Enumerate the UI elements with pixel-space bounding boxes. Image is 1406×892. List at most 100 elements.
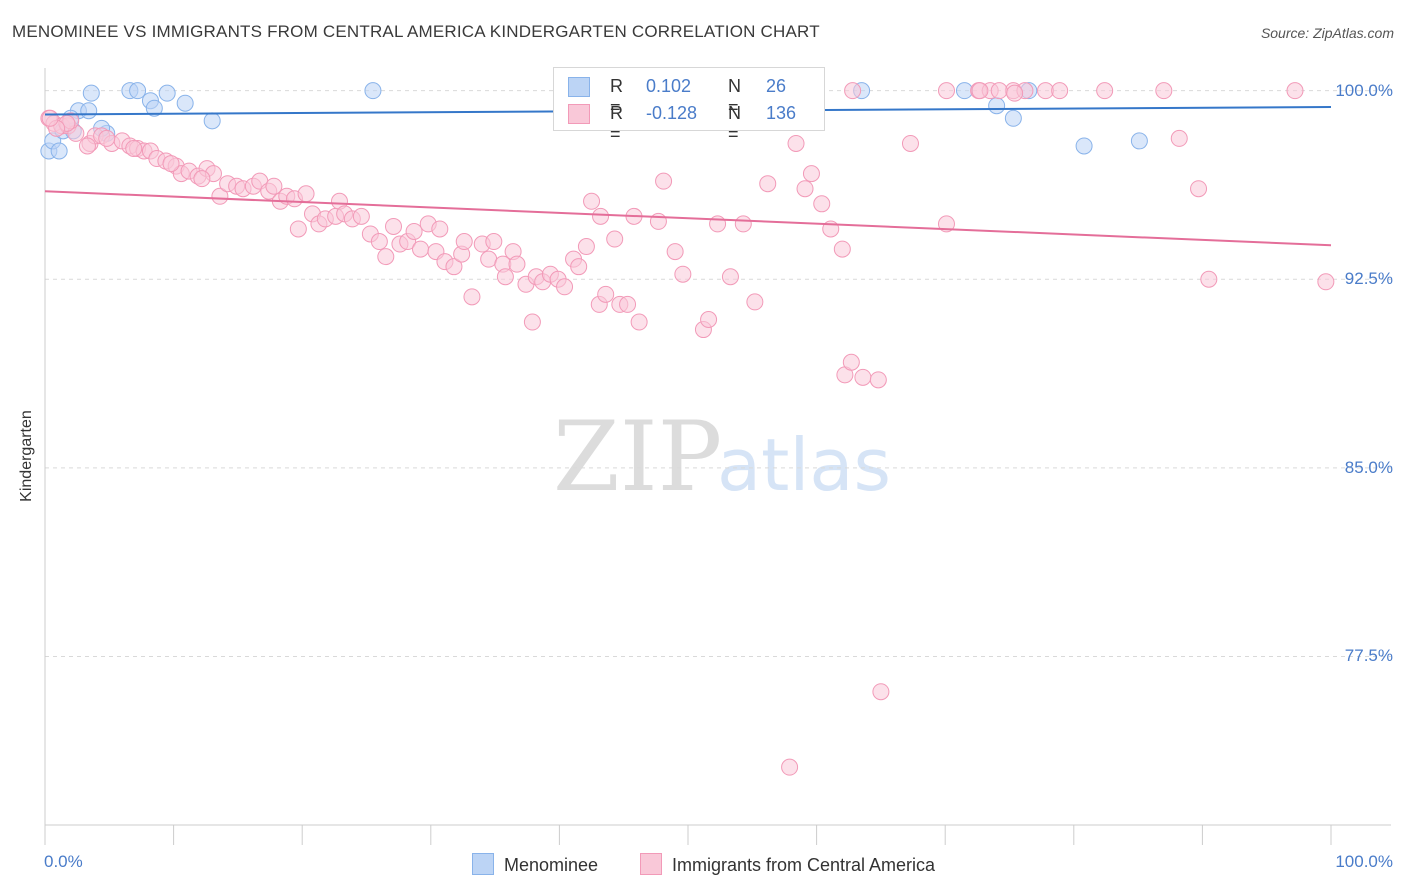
central-america-point <box>1200 270 1218 288</box>
r-value-menominee: 0.102 <box>646 76 692 96</box>
watermark-atlas: atlas <box>717 423 891 507</box>
central-america-point <box>597 285 615 303</box>
central-america-point <box>606 230 624 248</box>
central-america-point <box>556 278 574 296</box>
central-america-point <box>1006 84 1024 102</box>
n-label: N = <box>728 103 741 144</box>
central-america-point <box>352 207 370 225</box>
menominee-point <box>988 97 1006 115</box>
central-america-point <box>211 187 229 205</box>
menominee-point <box>82 84 100 102</box>
central-america-point <box>802 165 820 183</box>
legend-label-menominee: Menominee <box>504 855 599 875</box>
y-tick-label: 100.0% <box>1335 80 1393 100</box>
central-america-point <box>833 240 851 258</box>
menominee-point <box>1004 109 1022 127</box>
central-america-point <box>592 207 610 225</box>
central-america-point <box>721 268 739 286</box>
central-america-point <box>1190 180 1208 198</box>
central-america-point <box>813 195 831 213</box>
central-america-point <box>485 233 503 251</box>
menominee-point <box>1075 137 1093 155</box>
n-label: N = <box>728 76 741 117</box>
central-america-point <box>193 170 211 188</box>
menominee-point <box>955 82 973 100</box>
menominee-point <box>80 102 98 120</box>
central-america-point <box>405 222 423 240</box>
legend-swatch-menominee-bottom <box>472 853 494 875</box>
central-america-point <box>162 155 180 173</box>
legend-swatch-central-america-bottom <box>640 853 662 875</box>
central-america-point <box>700 310 718 328</box>
menominee-point <box>158 84 176 102</box>
menominee-point <box>364 82 382 100</box>
central-america-point <box>674 265 692 283</box>
menominee-point <box>176 94 194 112</box>
menominee-point <box>203 112 221 130</box>
central-america-trend-line <box>44 190 1332 247</box>
central-america-point <box>666 243 684 261</box>
central-america-point <box>98 129 116 147</box>
n-value-menominee: 26 <box>766 76 787 96</box>
central-america-point <box>297 185 315 203</box>
central-america-point <box>1051 82 1069 100</box>
y-tick-label: 85.0% <box>1344 457 1393 477</box>
central-america-point <box>901 134 919 152</box>
central-america-point <box>1286 82 1304 100</box>
central-america-point <box>412 240 430 258</box>
menominee-point <box>1130 132 1148 150</box>
central-america-point <box>1317 273 1335 291</box>
central-america-point <box>869 371 887 389</box>
central-america-point <box>508 255 526 273</box>
central-america-point <box>265 177 283 195</box>
r-value-central-america: -0.128 <box>646 103 698 123</box>
menominee-point <box>129 82 147 100</box>
legend-label-central-america: Immigrants from Central America <box>672 855 936 875</box>
central-america-point <box>781 758 799 776</box>
legend-swatch-central-america <box>568 104 590 124</box>
central-america-point <box>431 220 449 238</box>
central-america-point <box>577 238 595 256</box>
central-america-point <box>937 215 955 233</box>
legend-swatch-menominee <box>568 77 590 97</box>
n-value-central-america: 136 <box>766 103 797 123</box>
central-america-point <box>583 192 601 210</box>
central-america-point <box>734 215 752 233</box>
central-america-point <box>523 313 541 331</box>
central-america-point <box>289 220 307 238</box>
central-america-point <box>1037 82 1055 100</box>
menominee-point <box>145 99 163 117</box>
central-america-point <box>872 683 890 701</box>
central-america-point <box>746 293 764 311</box>
central-america-point <box>971 82 989 100</box>
central-america-point <box>445 258 463 276</box>
central-america-point <box>844 82 862 100</box>
correlation-legend: R = 0.102 N = 26 R = -0.128 N = 136 <box>553 67 825 144</box>
watermark-zip: ZIP <box>553 401 722 513</box>
central-america-point <box>41 109 59 127</box>
central-america-point <box>1170 129 1188 147</box>
central-america-point <box>1155 82 1173 100</box>
central-america-point <box>937 82 955 100</box>
central-america-point <box>842 353 860 371</box>
chart-title: MENOMINEE VS IMMIGRANTS FROM CENTRAL AME… <box>12 22 820 41</box>
x-tick-label: 100.0% <box>1335 852 1393 871</box>
central-america-point <box>455 233 473 251</box>
central-america-point <box>78 137 96 155</box>
legend-item-central-america: Immigrants from Central America <box>640 853 935 877</box>
menominee-point <box>50 142 68 160</box>
central-america-point <box>655 172 673 190</box>
r-label: R = <box>610 76 623 117</box>
central-america-point <box>796 180 814 198</box>
central-america-point <box>570 258 588 276</box>
central-america-point <box>496 268 514 286</box>
central-america-point <box>480 250 498 268</box>
central-america-point <box>370 233 388 251</box>
y-tick-label: 77.5% <box>1344 646 1393 666</box>
central-america-point <box>125 139 143 157</box>
chart-source: Source: ZipAtlas.com <box>1260 25 1394 41</box>
x-tick-label: 0.0% <box>44 852 83 871</box>
central-america-point <box>619 295 637 313</box>
legend-item-menominee: Menominee <box>472 853 598 877</box>
